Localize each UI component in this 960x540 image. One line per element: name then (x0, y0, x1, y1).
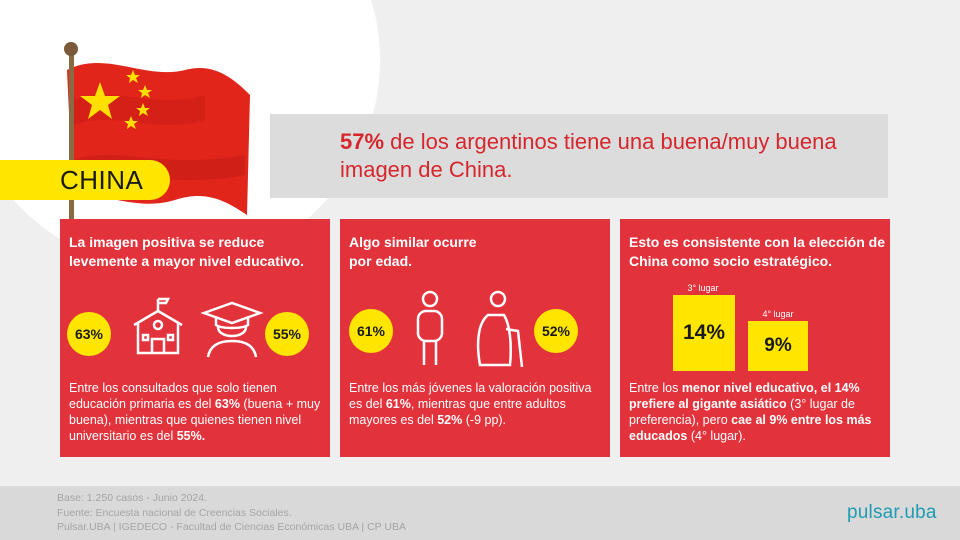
footer-base: Base: 1.250 casos - Junio 2024. (57, 492, 208, 504)
panel-title: Esto es consistente con la elección de C… (629, 234, 885, 269)
footer-notes: Base: 1.250 casos - Junio 2024. Fuente: … (57, 491, 406, 535)
footer-credits: Pulsar.UBA | IGEDECO - Facultad de Cienc… (57, 521, 406, 533)
country-banner (0, 160, 170, 200)
flag-pole-knob (64, 42, 78, 56)
flag-pole (69, 48, 74, 223)
footer-source: Fuente: Encuesta nacional de Creencias S… (57, 506, 292, 519)
bar-label-4th: 4° lugar (762, 309, 794, 319)
pct-circle-elderly: 52% (534, 309, 578, 353)
pct-circle-university: 55% (265, 312, 309, 356)
panel-age: Algo similar ocurre por edad. 61% 52% En… (340, 219, 610, 457)
headline-highlight: 57% (340, 129, 385, 154)
bar-14: 14% (673, 295, 735, 371)
headline: 57% de los argentinos tiene una buena/mu… (340, 128, 860, 184)
body-text: Entre los consultados que solo tienen ed… (69, 381, 277, 411)
body-bold: 52% (437, 413, 463, 427)
country-label: CHINA (60, 165, 144, 195)
graduate-icon (200, 295, 264, 364)
panel-education: La imagen positiva se reduce levemente a… (60, 219, 330, 457)
panel-title: La imagen positiva se reduce levemente a… (69, 234, 304, 269)
young-person-icon (410, 289, 450, 374)
body-bold: menor nivel educativo, el 14% prefiere a… (629, 381, 860, 411)
panel-partner: Esto es consistente con la elección de C… (620, 219, 890, 457)
pulsar-uba-logo: pulsar.uba (847, 502, 937, 523)
body-text: (buena + muy buena), mientras que quiene… (69, 397, 321, 443)
elderly-person-icon (470, 289, 530, 374)
body-bold: 55%. (176, 429, 206, 443)
bar-9: 9% (748, 321, 808, 371)
panel-title: Algo similar ocurre por edad. (349, 234, 477, 269)
body-text: Entre los más jóvenes la valoración posi… (349, 381, 592, 411)
bar-label-3rd: 3° lugar (687, 283, 719, 293)
panel-body: Entre los menor nivel educativo, el 14% … (629, 380, 885, 444)
body-text: Entre los (629, 381, 682, 395)
footer (0, 486, 960, 540)
body-bold: cae al 9% entre los más educados (629, 413, 872, 443)
body-text: (-9 pp). (462, 413, 507, 427)
panel-body: Entre los más jóvenes la valoración posi… (349, 380, 605, 428)
headline-box (270, 114, 888, 198)
china-flag-image (55, 40, 255, 230)
body-bold: 61% (385, 397, 411, 411)
body-text: (3° lugar de preferencia), pero (629, 397, 855, 427)
pct-circle-primary: 63% (67, 312, 111, 356)
pct-circle-young: 61% (349, 309, 393, 353)
school-icon (126, 295, 190, 364)
panel-body: Entre los consultados que solo tienen ed… (69, 380, 325, 444)
body-bold: 63% (214, 397, 240, 411)
body-text: , mientras que entre adultos mayores es … (349, 397, 566, 427)
headline-text: de los argentinos tiene una buena/muy bu… (340, 129, 837, 182)
body-text: (4° lugar). (687, 429, 746, 443)
